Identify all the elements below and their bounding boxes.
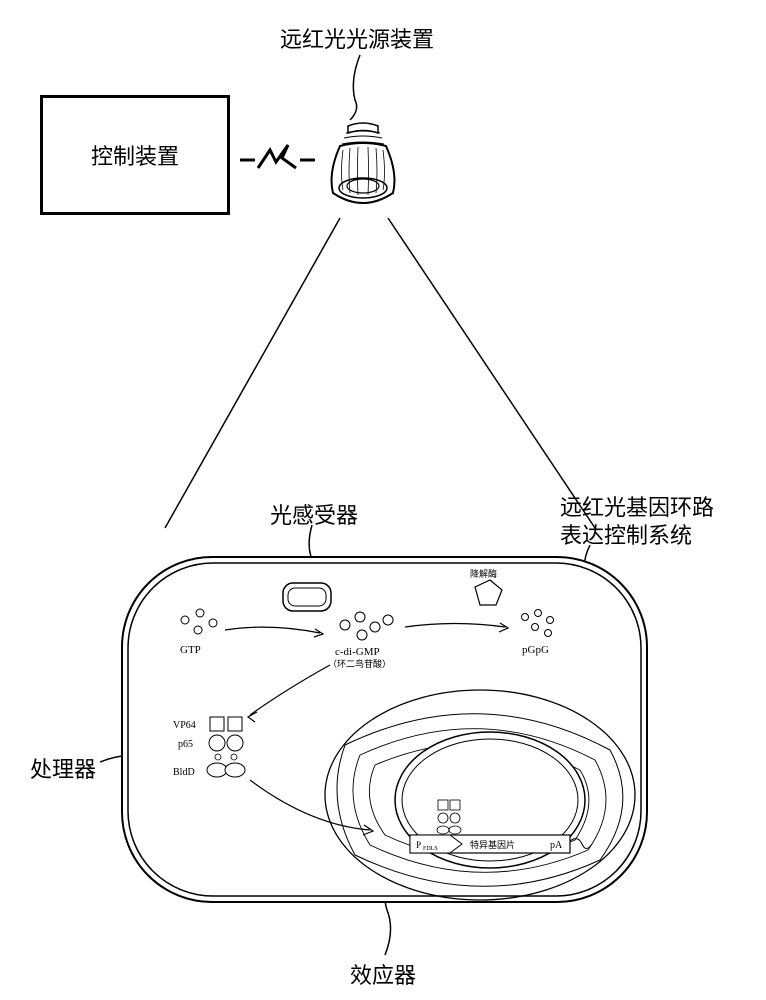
cdigmp-text: c-di-GMP (335, 646, 380, 658)
p65-text: p65 (178, 739, 193, 750)
effector-label: 效应器 (350, 958, 416, 990)
promoter-text: P (416, 840, 421, 850)
pa-text: pA (550, 840, 563, 851)
gene-text: 特异基因片 (470, 839, 515, 850)
pgpg-text: pGpG (522, 644, 549, 656)
cell-diagram: GTP c-di-GMP （环二鸟苷酸） 降解酶 pGpG VP64 p65 B… (110, 535, 665, 930)
promoter-sub-text: FDLS (423, 846, 438, 852)
processor-label: 处理器 (30, 752, 96, 784)
vp64-text: VP64 (173, 720, 196, 731)
cdigmp-sub-text: （环二鸟苷酸） (328, 658, 391, 669)
gtp-text: GTP (180, 644, 201, 656)
light-beam (0, 0, 766, 560)
degradase-text: 降解酶 (470, 568, 497, 579)
bldd-text: BldD (173, 767, 195, 778)
